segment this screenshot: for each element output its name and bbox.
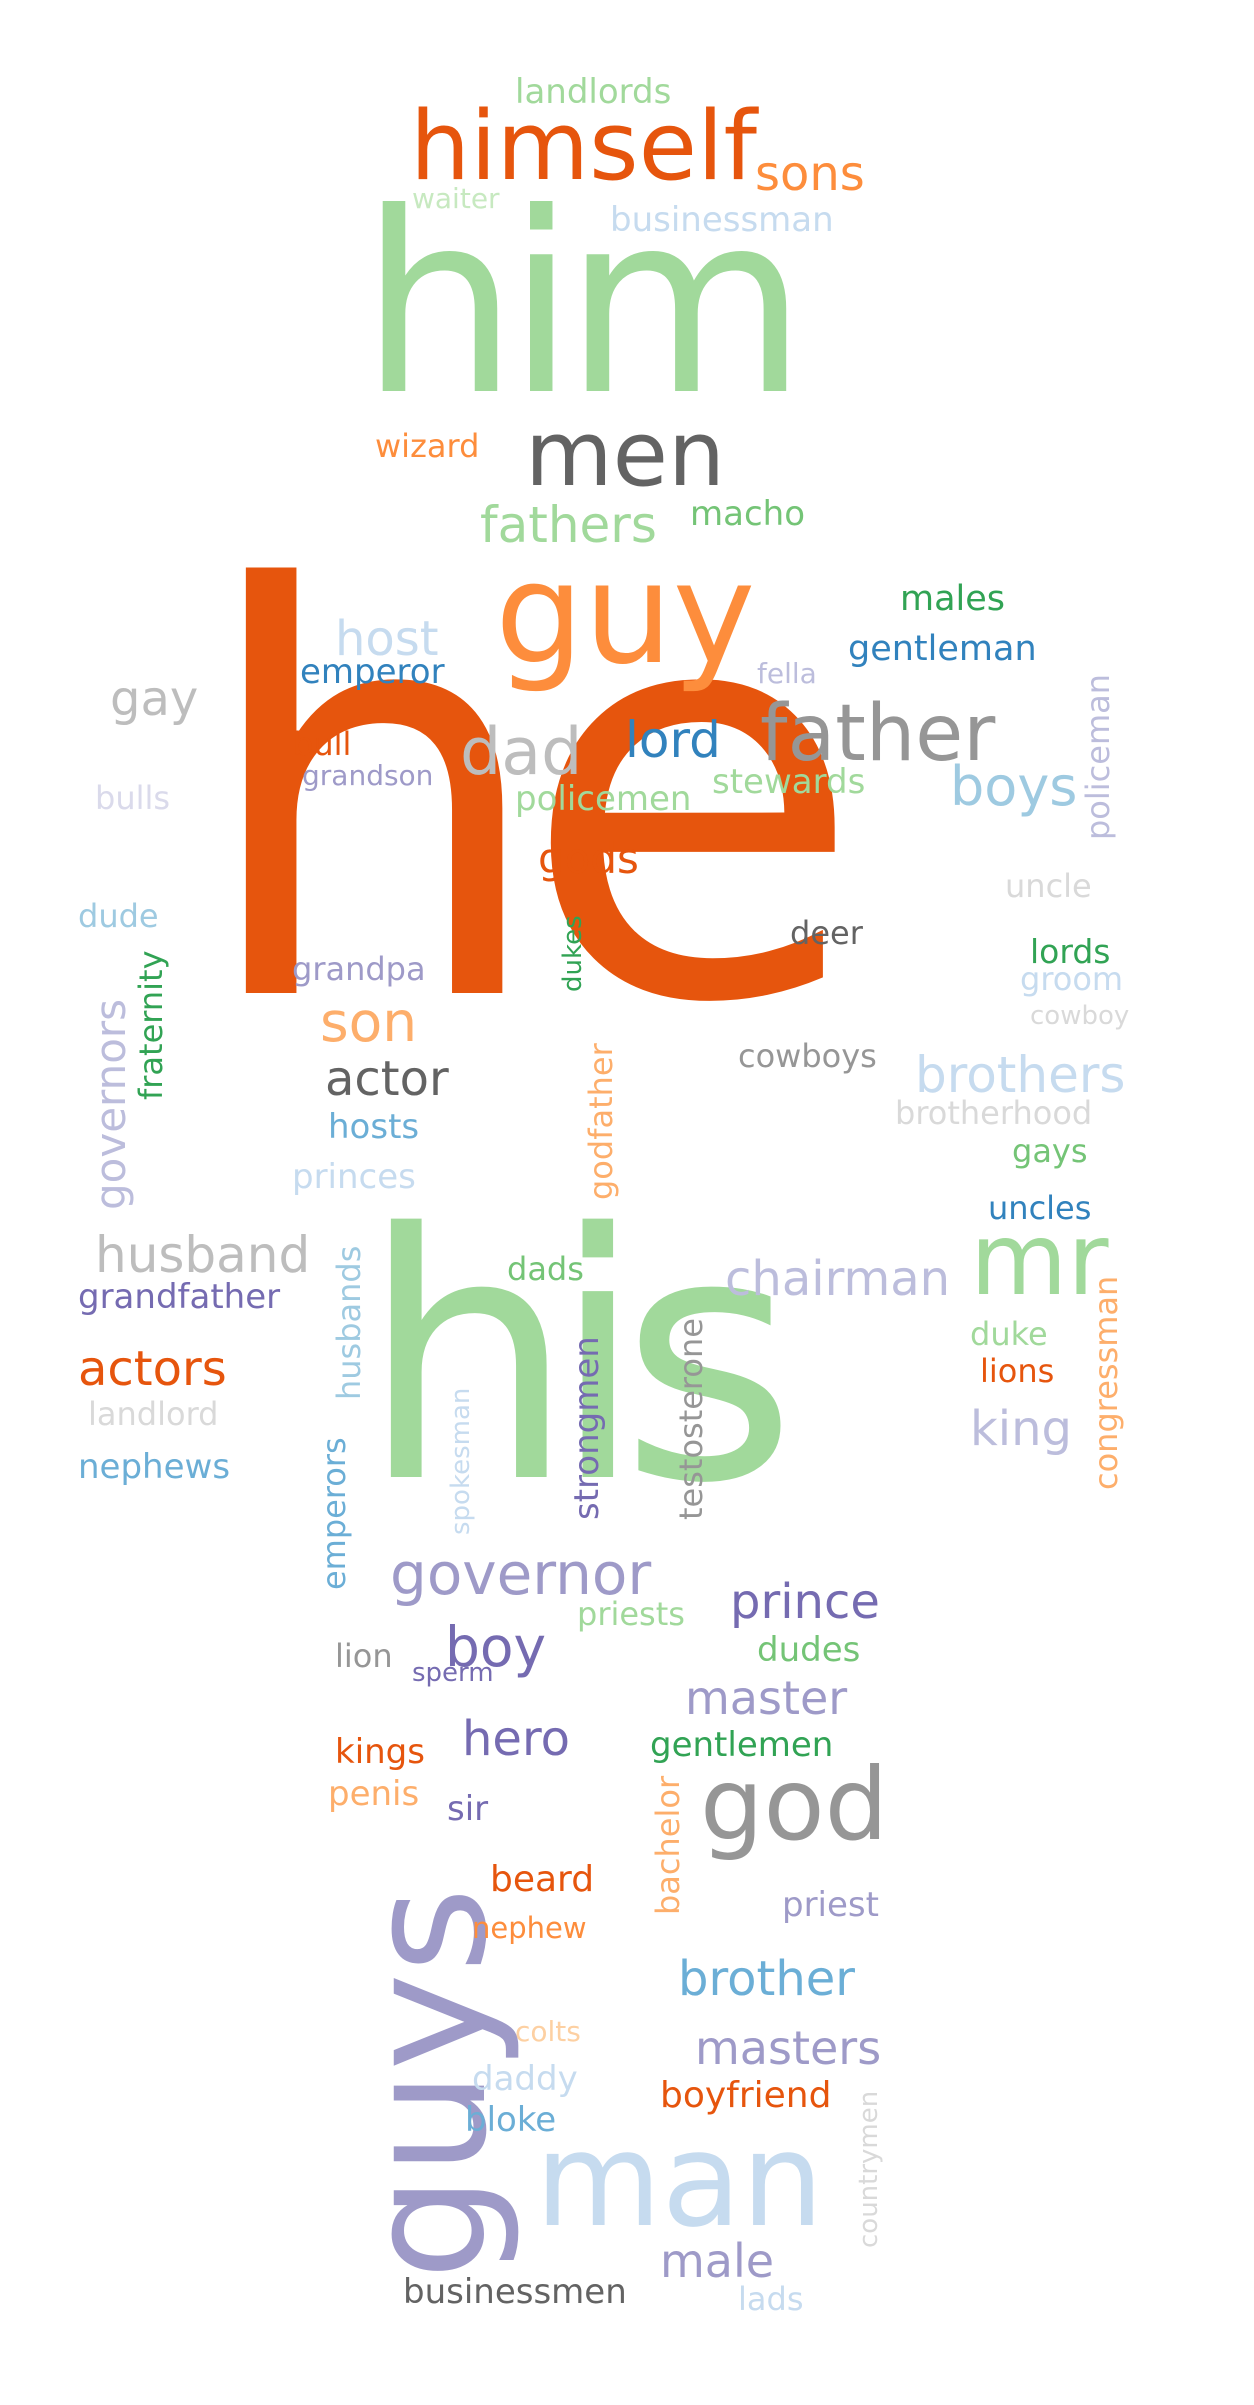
word-sperm: sperm bbox=[412, 1658, 494, 1688]
word-uncle: uncle bbox=[1005, 867, 1092, 905]
word-actors: actors bbox=[78, 1341, 227, 1397]
word-brotherhood: brotherhood bbox=[895, 1094, 1093, 1132]
word-father: father bbox=[760, 689, 996, 779]
word-fathers: fathers bbox=[480, 496, 657, 554]
word-lads: lads bbox=[738, 2280, 804, 2318]
word-policeman: policeman bbox=[1079, 673, 1117, 840]
word-wizard: wizard bbox=[375, 427, 480, 465]
word-policemen: policemen bbox=[515, 779, 692, 819]
word-bloke: bloke bbox=[465, 2100, 557, 2140]
word-guy: guy bbox=[495, 533, 756, 696]
word-grandson: grandson bbox=[302, 759, 434, 792]
word-governor: governor bbox=[390, 1540, 652, 1608]
word-son: son bbox=[320, 990, 418, 1054]
word-grandfather: grandfather bbox=[78, 1277, 281, 1317]
word-fraternity: fraternity bbox=[132, 950, 170, 1100]
word-hosts: hosts bbox=[328, 1107, 420, 1147]
word-macho: macho bbox=[690, 494, 805, 534]
word-colts: colts bbox=[515, 2015, 581, 2048]
word-brothers: brothers bbox=[915, 1046, 1126, 1104]
word-stewards: stewards bbox=[712, 762, 866, 802]
word-male: male bbox=[660, 2234, 775, 2288]
word-landlords: landlords bbox=[515, 72, 672, 112]
word-spokesman: spokesman bbox=[446, 1387, 476, 1535]
word-king: king bbox=[970, 1401, 1073, 1457]
word-males: males bbox=[900, 579, 1006, 619]
word-emperors: emperors bbox=[315, 1437, 353, 1590]
word-lord: lord bbox=[625, 711, 721, 769]
word-testosterone: testosterone bbox=[672, 1318, 710, 1520]
word-gays: gays bbox=[1012, 1132, 1088, 1170]
word-lords: lords bbox=[1030, 932, 1111, 971]
word-men: men bbox=[525, 402, 726, 507]
word-he: he bbox=[195, 474, 864, 1126]
word-boy: boy bbox=[445, 1615, 547, 1679]
word-mr: mr bbox=[970, 1201, 1109, 1318]
word-god: god bbox=[700, 1746, 889, 1863]
word-his: his bbox=[360, 1162, 797, 1558]
word-beard: beard bbox=[490, 1859, 595, 1900]
word-him: him bbox=[360, 159, 807, 450]
word-sons: sons bbox=[755, 146, 865, 202]
word-groom: groom bbox=[1020, 960, 1124, 998]
word-nephew: nephew bbox=[472, 1911, 587, 1945]
word-strongmen: strongmen bbox=[567, 1336, 607, 1520]
word-dudes: dudes bbox=[757, 1630, 861, 1670]
word-master: master bbox=[685, 1671, 848, 1725]
word-gentlemen: gentlemen bbox=[650, 1725, 834, 1765]
word-fella: fella bbox=[757, 657, 817, 690]
word-cowboys: cowboys bbox=[738, 1037, 877, 1075]
word-duke: duke bbox=[970, 1315, 1048, 1353]
word-dad: dad bbox=[460, 715, 583, 790]
word-bulls: bulls bbox=[95, 779, 171, 817]
word-brother: brother bbox=[678, 1951, 856, 2007]
word-dukes: dukes bbox=[558, 915, 588, 992]
word-bachelor: bachelor bbox=[649, 1775, 687, 1915]
word-priest: priest bbox=[782, 1885, 879, 1925]
word-cowboy: cowboy bbox=[1030, 1001, 1130, 1031]
word-countrymen: countrymen bbox=[854, 2090, 884, 2248]
word-dads: dads bbox=[507, 1250, 584, 1288]
word-princes: princes bbox=[292, 1157, 416, 1197]
word-congressman: congressman bbox=[1087, 1275, 1125, 1490]
word-landlord: landlord bbox=[88, 1395, 219, 1433]
word-man: man bbox=[535, 2104, 824, 2256]
word-boys: boys bbox=[950, 755, 1078, 818]
word-husbands: husbands bbox=[330, 1245, 368, 1400]
word-masters: masters bbox=[695, 2021, 882, 2075]
word-penis: penis bbox=[328, 1774, 420, 1814]
word-sir: sir bbox=[447, 1789, 489, 1829]
word-businessmen: businessmen bbox=[403, 2272, 627, 2312]
word-deer: deer bbox=[790, 914, 863, 952]
word-host: host bbox=[335, 611, 439, 667]
word-gods: gods bbox=[538, 834, 639, 883]
word-businessman: businessman bbox=[610, 200, 834, 240]
word-emperor: emperor bbox=[300, 652, 445, 692]
word-lions: lions bbox=[980, 1352, 1055, 1390]
word-himself: himself bbox=[410, 92, 757, 202]
word-daddy: daddy bbox=[472, 2059, 578, 2099]
word-prince: prince bbox=[730, 1574, 880, 1630]
word-lion: lion bbox=[335, 1637, 393, 1675]
word-godfather: godfather bbox=[582, 1043, 620, 1200]
word-uncles: uncles bbox=[988, 1189, 1092, 1227]
word-bull: bull bbox=[293, 725, 352, 763]
word-gay: gay bbox=[110, 671, 199, 727]
word-actor: actor bbox=[325, 1051, 449, 1107]
word-boyfriend: boyfriend bbox=[660, 2075, 832, 2116]
word-waiter: waiter bbox=[412, 182, 500, 215]
word-priests: priests bbox=[577, 1595, 685, 1633]
word-nephews: nephews bbox=[78, 1447, 231, 1487]
word-governors: governors bbox=[86, 998, 135, 1210]
word-chairman: chairman bbox=[725, 1251, 951, 1307]
word-husband: husband bbox=[95, 1226, 311, 1284]
word-kings: kings bbox=[335, 1732, 425, 1772]
word-hero: hero bbox=[462, 1711, 570, 1767]
word-gentleman: gentleman bbox=[848, 629, 1037, 669]
word-dude: dude bbox=[78, 897, 159, 935]
word-grandpa: grandpa bbox=[292, 950, 426, 988]
